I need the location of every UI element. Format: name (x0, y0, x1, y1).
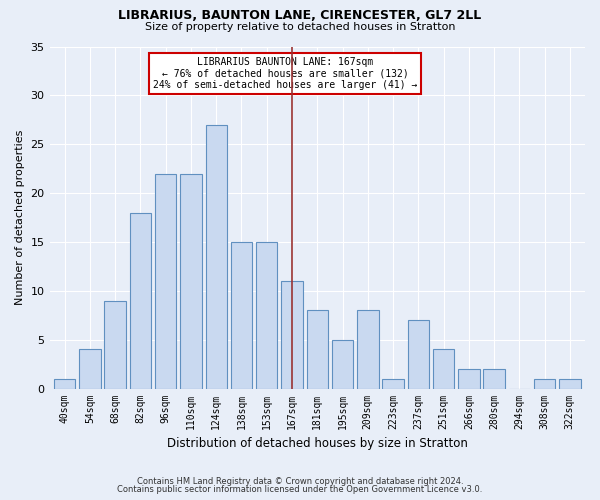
Text: Contains public sector information licensed under the Open Government Licence v3: Contains public sector information licen… (118, 485, 482, 494)
Y-axis label: Number of detached properties: Number of detached properties (15, 130, 25, 305)
Bar (54, 379, 76, 388)
Bar (155, 174, 176, 388)
Bar (407, 320, 429, 388)
Text: Contains HM Land Registry data © Crown copyright and database right 2024.: Contains HM Land Registry data © Crown c… (137, 477, 463, 486)
X-axis label: Distribution of detached houses by size in Stratton: Distribution of detached houses by size … (167, 437, 468, 450)
Bar (484, 369, 505, 388)
Bar (534, 379, 556, 388)
Bar (307, 310, 328, 388)
Bar (79, 350, 101, 389)
Text: Size of property relative to detached houses in Stratton: Size of property relative to detached ho… (145, 22, 455, 32)
Bar (332, 340, 353, 388)
Bar (357, 310, 379, 388)
Bar (130, 212, 151, 388)
Bar (231, 242, 252, 388)
Text: LIBRARIUS BAUNTON LANE: 167sqm
← 76% of detached houses are smaller (132)
24% of: LIBRARIUS BAUNTON LANE: 167sqm ← 76% of … (153, 57, 418, 90)
Bar (382, 379, 404, 388)
Bar (433, 350, 454, 389)
Bar (281, 281, 303, 388)
Bar (104, 300, 126, 388)
Text: LIBRARIUS, BAUNTON LANE, CIRENCESTER, GL7 2LL: LIBRARIUS, BAUNTON LANE, CIRENCESTER, GL… (118, 9, 482, 22)
Bar (256, 242, 277, 388)
Bar (458, 369, 479, 388)
Bar (206, 124, 227, 388)
Bar (180, 174, 202, 388)
Bar (559, 379, 581, 388)
